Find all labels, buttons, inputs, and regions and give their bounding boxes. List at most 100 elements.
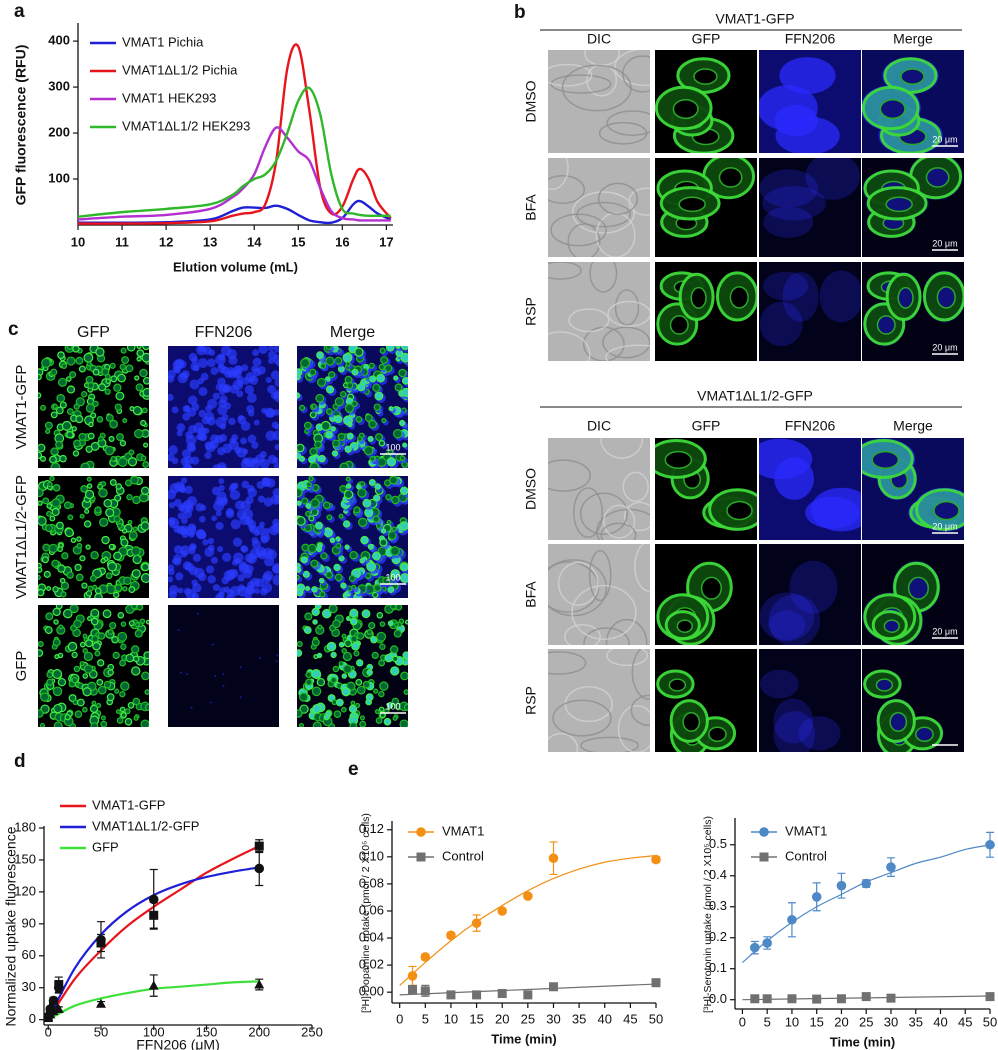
cell xyxy=(378,440,386,447)
image-background xyxy=(168,605,279,727)
marker xyxy=(254,841,264,851)
cell xyxy=(299,455,306,462)
cell xyxy=(380,356,389,365)
y-tick-label: 120 xyxy=(14,883,36,898)
blue-signal xyxy=(759,85,818,131)
nucleus xyxy=(236,509,247,520)
cell xyxy=(105,572,113,580)
nucleus xyxy=(204,451,212,460)
nucleus xyxy=(180,545,191,556)
cell xyxy=(297,488,303,498)
cell xyxy=(78,432,87,441)
dic-texture xyxy=(548,331,591,361)
nucleus xyxy=(203,427,210,434)
dic-texture xyxy=(607,300,650,327)
cell xyxy=(64,714,71,721)
nucleus xyxy=(187,523,197,532)
cell xyxy=(356,685,366,695)
cell xyxy=(316,377,327,387)
cell xyxy=(334,573,343,582)
scale-bar-label: 20 μm xyxy=(932,134,957,144)
dic-texture xyxy=(557,561,599,606)
x-tick-label: 50 xyxy=(983,1014,997,1029)
nucleus xyxy=(265,430,276,441)
cell xyxy=(315,393,325,403)
cell xyxy=(94,650,101,657)
nucleus xyxy=(253,587,261,594)
cell xyxy=(40,692,50,702)
x-tick-label: 14 xyxy=(247,234,262,249)
cell xyxy=(392,715,398,721)
cell xyxy=(383,717,392,726)
marker xyxy=(446,990,456,1000)
cell xyxy=(114,403,122,411)
y-tick-label: 0.02 xyxy=(359,957,384,972)
marker xyxy=(420,952,431,962)
fit-curve xyxy=(399,854,657,986)
cell xyxy=(139,368,148,378)
marker xyxy=(762,938,772,948)
cell xyxy=(47,481,53,488)
cell xyxy=(74,563,82,572)
cell xyxy=(316,677,326,687)
cell xyxy=(325,408,333,415)
cell xyxy=(376,631,387,642)
blue-signal xyxy=(759,301,803,347)
marker xyxy=(651,978,661,988)
nucleus xyxy=(192,364,200,372)
cell xyxy=(335,536,341,542)
column-header: FFN206 xyxy=(785,418,836,434)
dic-texture xyxy=(573,487,603,538)
cell xyxy=(134,375,140,381)
nucleus xyxy=(182,499,194,511)
nucleus xyxy=(664,450,693,469)
cell xyxy=(323,714,330,721)
y-tick-label: 0.10 xyxy=(359,848,384,863)
cell xyxy=(338,513,344,519)
cell xyxy=(66,430,74,439)
cell xyxy=(357,488,367,498)
nucleus xyxy=(247,484,255,493)
cell xyxy=(379,681,389,691)
cell xyxy=(132,526,138,532)
nucleus xyxy=(182,561,192,570)
cell xyxy=(51,559,60,568)
legend-label: Control xyxy=(442,848,484,863)
micrograph xyxy=(759,649,861,752)
marker xyxy=(53,982,64,993)
marker xyxy=(548,982,558,992)
nucleus xyxy=(241,376,250,385)
nucleus xyxy=(207,398,218,409)
cell xyxy=(400,562,408,572)
dic-texture xyxy=(589,262,618,293)
cell xyxy=(87,382,95,390)
nucleus xyxy=(177,504,185,512)
cell xyxy=(378,363,386,371)
cell xyxy=(348,574,356,582)
nucleus xyxy=(219,587,226,594)
cell xyxy=(105,508,115,518)
cell xyxy=(390,546,400,556)
cell xyxy=(339,462,350,468)
cell xyxy=(52,586,59,593)
cell xyxy=(92,368,100,376)
cell xyxy=(359,481,366,487)
nucleus xyxy=(264,528,271,534)
cell xyxy=(324,376,331,382)
micrograph xyxy=(548,544,650,645)
cell xyxy=(49,455,57,464)
cell xyxy=(393,622,399,628)
cell xyxy=(61,552,69,560)
x-tick-label: 0 xyxy=(396,1011,403,1026)
nucleus xyxy=(693,68,718,85)
cell xyxy=(372,383,381,392)
cell xyxy=(387,530,397,540)
nucleus xyxy=(199,515,206,523)
cell xyxy=(126,346,136,352)
nucleus xyxy=(183,587,192,595)
cell xyxy=(125,364,134,373)
image-background xyxy=(759,649,861,752)
cell xyxy=(79,660,85,667)
cell xyxy=(344,375,353,384)
nucleus xyxy=(178,483,186,490)
